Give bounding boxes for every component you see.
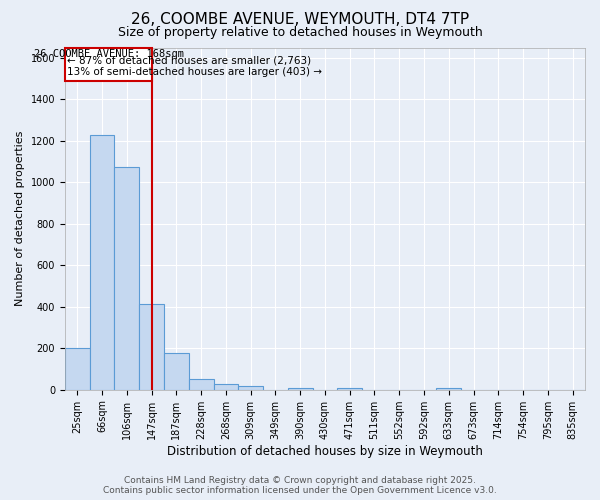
- Bar: [436, 388, 461, 390]
- Bar: [214, 384, 238, 390]
- Text: ← 87% of detached houses are smaller (2,763): ← 87% of detached houses are smaller (2,…: [67, 56, 311, 66]
- Text: 26 COOMBE AVENUE: 168sqm: 26 COOMBE AVENUE: 168sqm: [34, 49, 184, 59]
- Bar: [89, 134, 115, 390]
- Bar: [65, 348, 89, 390]
- Text: 13% of semi-detached houses are larger (403) →: 13% of semi-detached houses are larger (…: [67, 67, 322, 77]
- Bar: [288, 388, 313, 390]
- Text: 26, COOMBE AVENUE, WEYMOUTH, DT4 7TP: 26, COOMBE AVENUE, WEYMOUTH, DT4 7TP: [131, 12, 469, 28]
- Text: Contains HM Land Registry data © Crown copyright and database right 2025.
Contai: Contains HM Land Registry data © Crown c…: [103, 476, 497, 495]
- Bar: [139, 304, 164, 390]
- FancyBboxPatch shape: [65, 48, 152, 80]
- Bar: [337, 388, 362, 390]
- Bar: [189, 380, 214, 390]
- Bar: [238, 386, 263, 390]
- X-axis label: Distribution of detached houses by size in Weymouth: Distribution of detached houses by size …: [167, 444, 483, 458]
- Y-axis label: Number of detached properties: Number of detached properties: [15, 131, 25, 306]
- Bar: [115, 167, 139, 390]
- Bar: [164, 354, 189, 390]
- Text: Size of property relative to detached houses in Weymouth: Size of property relative to detached ho…: [118, 26, 482, 39]
